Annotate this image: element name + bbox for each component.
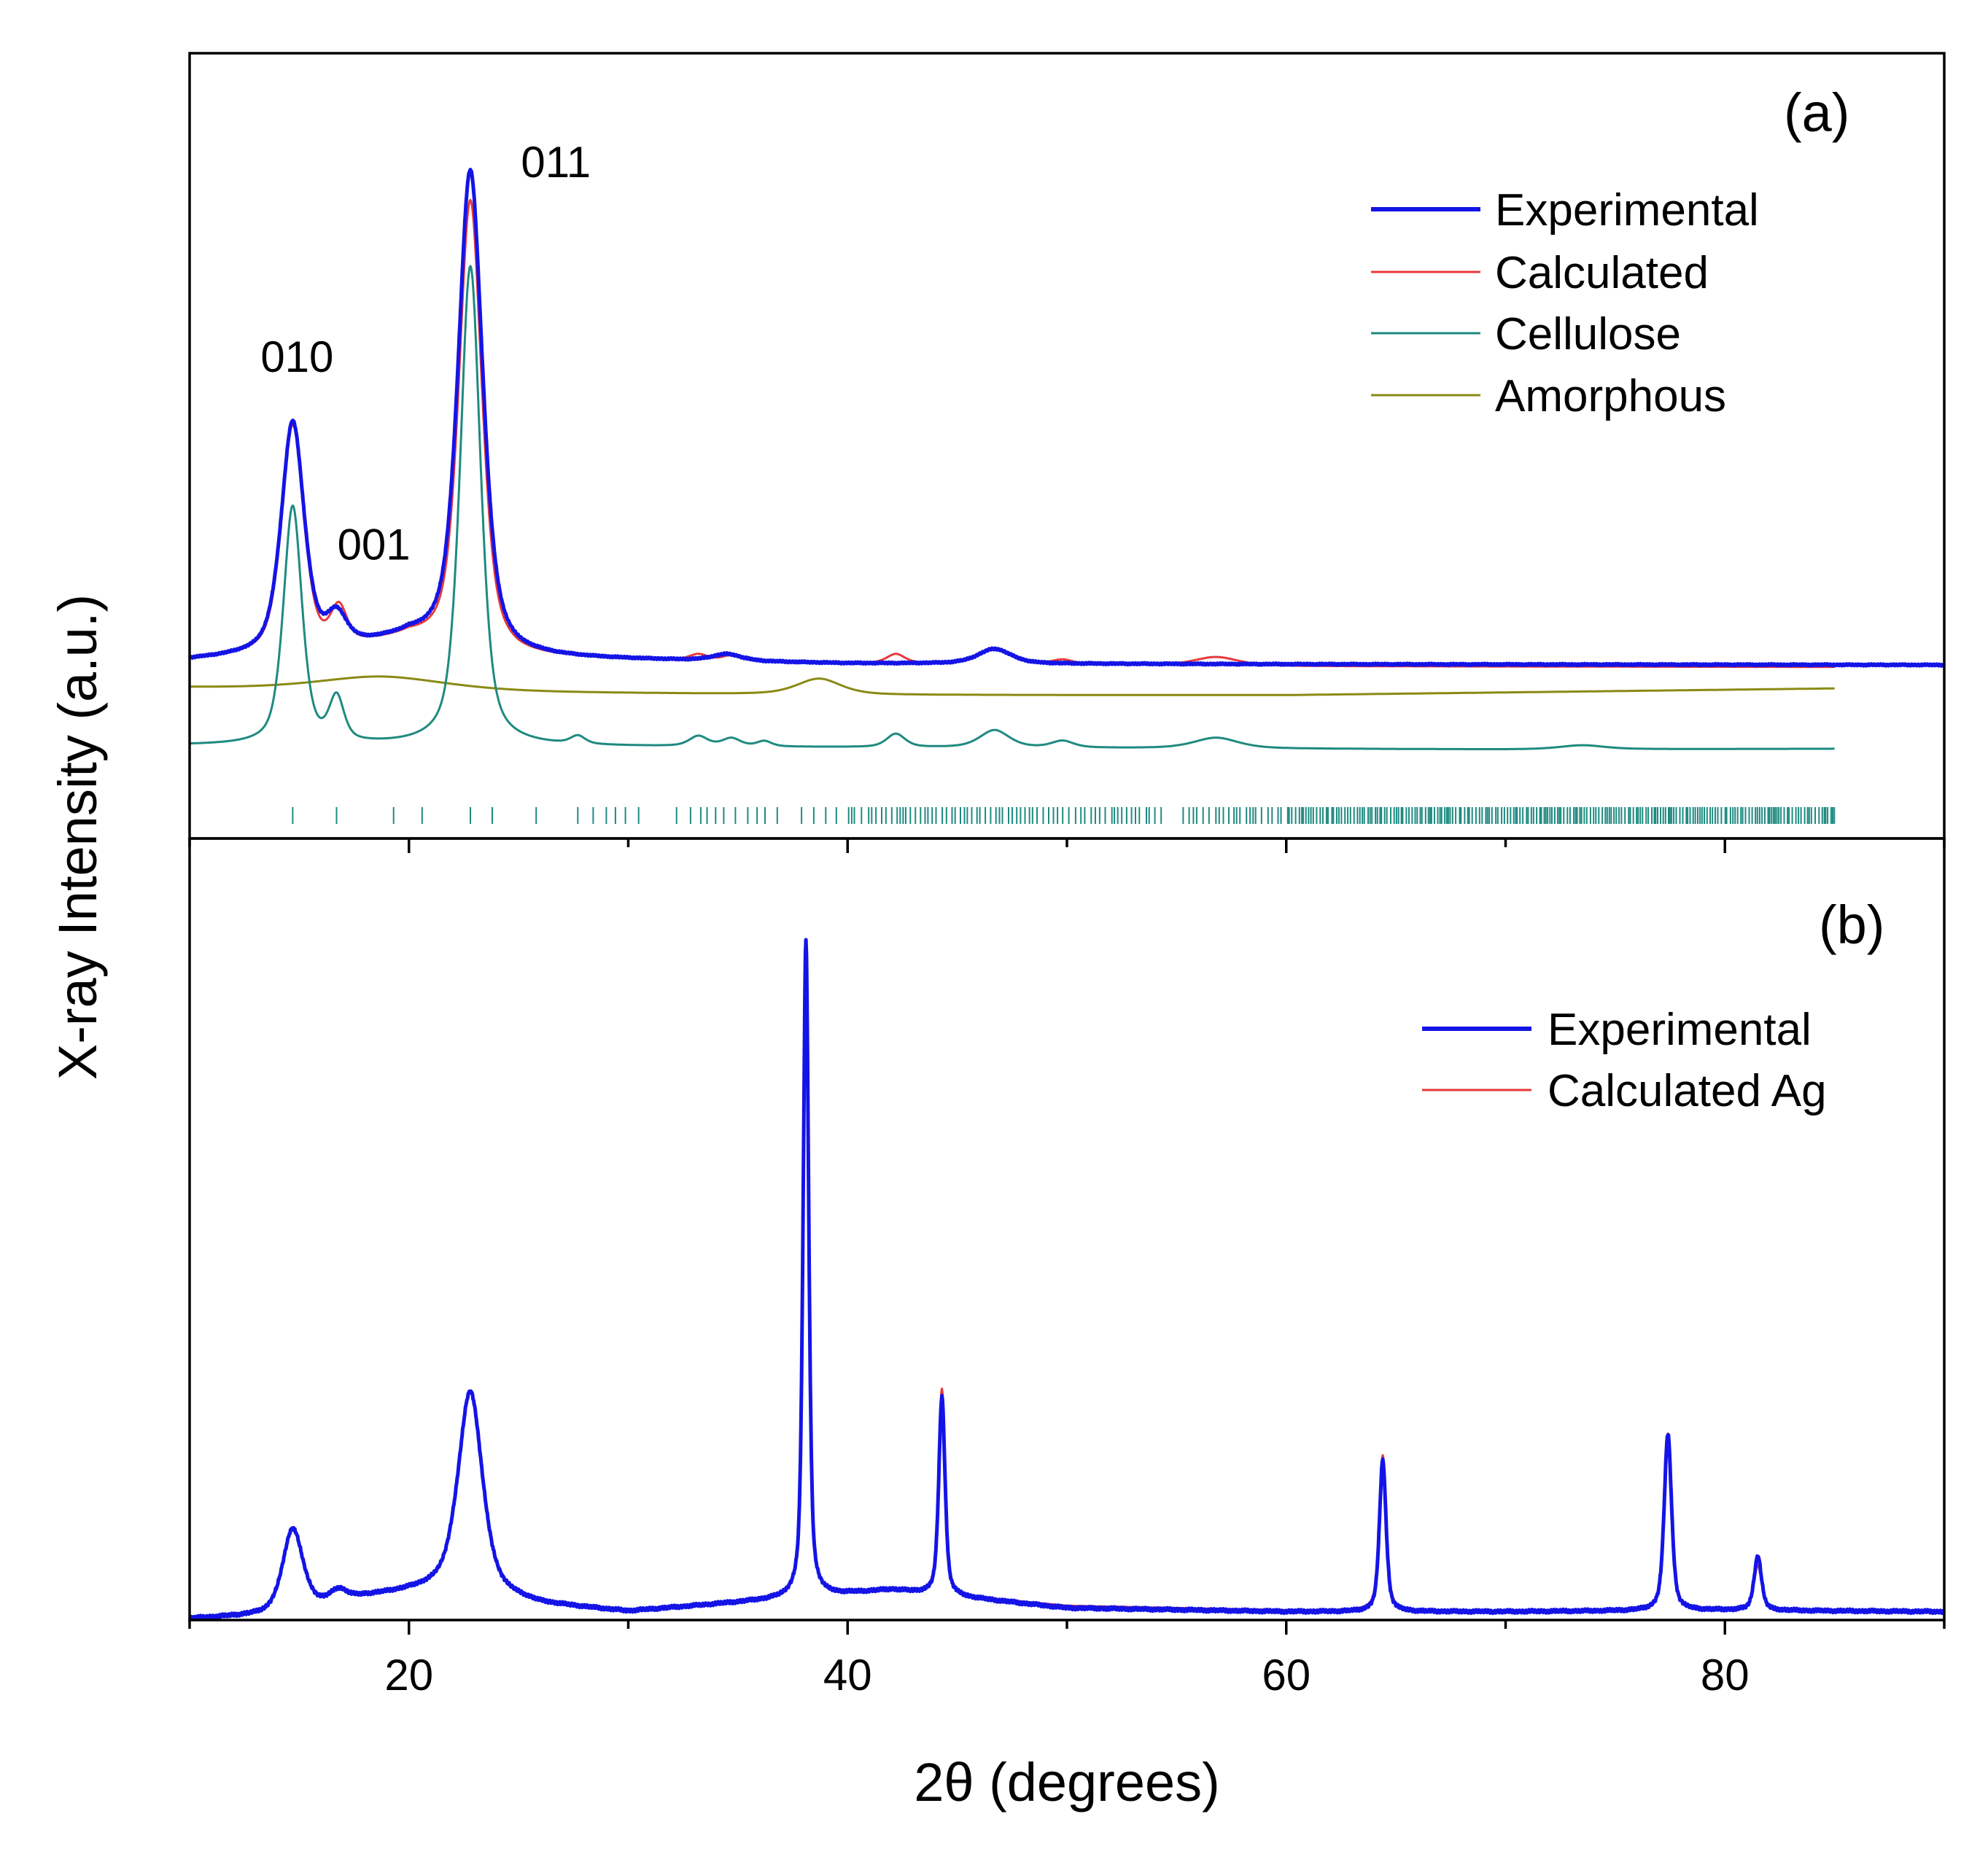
legend-b: Experimental Calculated Ag	[1422, 1005, 1827, 1116]
x-tick-label-80: 80	[1701, 1651, 1750, 1700]
legend-b-calculated-ag-label: Calculated Ag	[1548, 1066, 1827, 1116]
panel-a-label: (a)	[1784, 82, 1849, 143]
panel-a-series	[187, 168, 1946, 750]
series-cellulose-line	[189, 265, 1836, 750]
panel-b-label: (b)	[1819, 895, 1884, 955]
x-axis-title: 2θ (degrees)	[914, 1752, 1220, 1813]
legend-a-amorphous-label: Amorphous	[1495, 371, 1726, 421]
peak-label-001: 001	[338, 521, 411, 569]
series-experimental-line	[187, 938, 1946, 1622]
legend-a-cellulose-label: Cellulose	[1495, 309, 1681, 359]
y-axis-title: X-ray Intensity (a.u.)	[47, 594, 108, 1080]
panel-a: (a) 010 001 011 Experimental Calculated …	[187, 52, 1946, 840]
x-axis	[188, 838, 1946, 1635]
x-tick-label-60: 60	[1262, 1651, 1311, 1700]
peak-label-011: 011	[521, 138, 591, 187]
legend-a-calculated-label: Calculated	[1495, 248, 1709, 298]
series-experimental-line	[187, 168, 1946, 668]
legend-a-experimental-label: Experimental	[1495, 185, 1759, 235]
x-tick-label-20: 20	[384, 1651, 433, 1700]
series-amorphous-line	[189, 675, 1836, 696]
panel-b-series	[187, 938, 1946, 1622]
x-tick-label-40: 40	[823, 1651, 872, 1700]
legend-b-experimental-label: Experimental	[1548, 1005, 1812, 1055]
cellulose-bragg-ticks	[292, 807, 1836, 824]
peak-label-010: 010	[260, 332, 333, 381]
legend-a: Experimental Calculated Cellulose Amorph…	[1371, 185, 1759, 421]
